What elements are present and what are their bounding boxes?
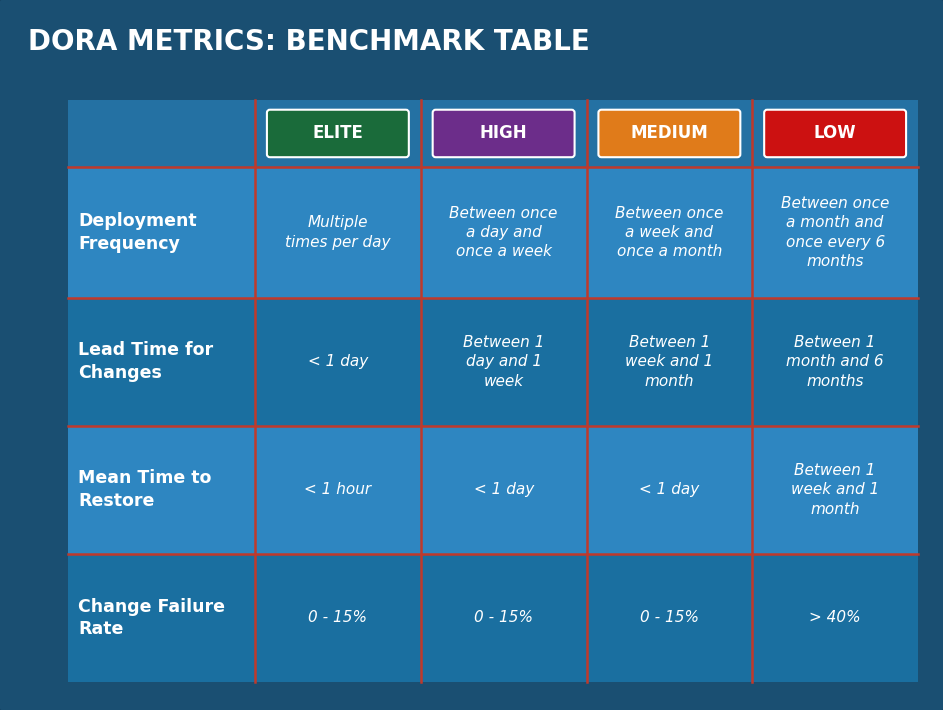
Text: HIGH: HIGH — [480, 124, 527, 143]
Text: < 1 hour: < 1 hour — [305, 482, 372, 498]
Text: DORA METRICS: BENCHMARK TABLE: DORA METRICS: BENCHMARK TABLE — [28, 28, 589, 56]
FancyBboxPatch shape — [267, 110, 409, 157]
Bar — [68, 298, 918, 426]
Bar — [68, 554, 918, 682]
Text: 0 - 15%: 0 - 15% — [640, 611, 699, 626]
FancyBboxPatch shape — [433, 110, 574, 157]
Text: Between once
a month and
once every 6
months: Between once a month and once every 6 mo… — [781, 196, 889, 268]
Bar — [68, 426, 918, 554]
Text: Lead Time for
Changes: Lead Time for Changes — [78, 342, 213, 383]
Text: Between 1
day and 1
week: Between 1 day and 1 week — [463, 335, 544, 388]
Text: > 40%: > 40% — [809, 611, 861, 626]
Text: Mean Time to
Restore: Mean Time to Restore — [78, 469, 211, 510]
Text: MEDIUM: MEDIUM — [631, 124, 708, 143]
Text: 0 - 15%: 0 - 15% — [308, 611, 368, 626]
Text: < 1 day: < 1 day — [473, 482, 534, 498]
FancyBboxPatch shape — [599, 110, 740, 157]
Text: Deployment
Frequency: Deployment Frequency — [78, 212, 197, 253]
Text: Change Failure
Rate: Change Failure Rate — [78, 598, 225, 638]
Text: Between once
a day and
once a week: Between once a day and once a week — [450, 206, 558, 259]
Text: LOW: LOW — [814, 124, 856, 143]
FancyBboxPatch shape — [764, 110, 906, 157]
Text: < 1 day: < 1 day — [307, 354, 368, 369]
Text: 0 - 15%: 0 - 15% — [474, 611, 533, 626]
Text: < 1 day: < 1 day — [639, 482, 700, 498]
Bar — [68, 167, 918, 298]
Bar — [68, 100, 918, 682]
Text: Between once
a week and
once a month: Between once a week and once a month — [615, 206, 723, 259]
Text: Multiple
times per day: Multiple times per day — [285, 215, 390, 249]
Text: Between 1
month and 6
months: Between 1 month and 6 months — [786, 335, 884, 388]
Text: Between 1
week and 1
month: Between 1 week and 1 month — [791, 463, 879, 517]
Text: ELITE: ELITE — [312, 124, 363, 143]
Text: Between 1
week and 1
month: Between 1 week and 1 month — [625, 335, 714, 388]
